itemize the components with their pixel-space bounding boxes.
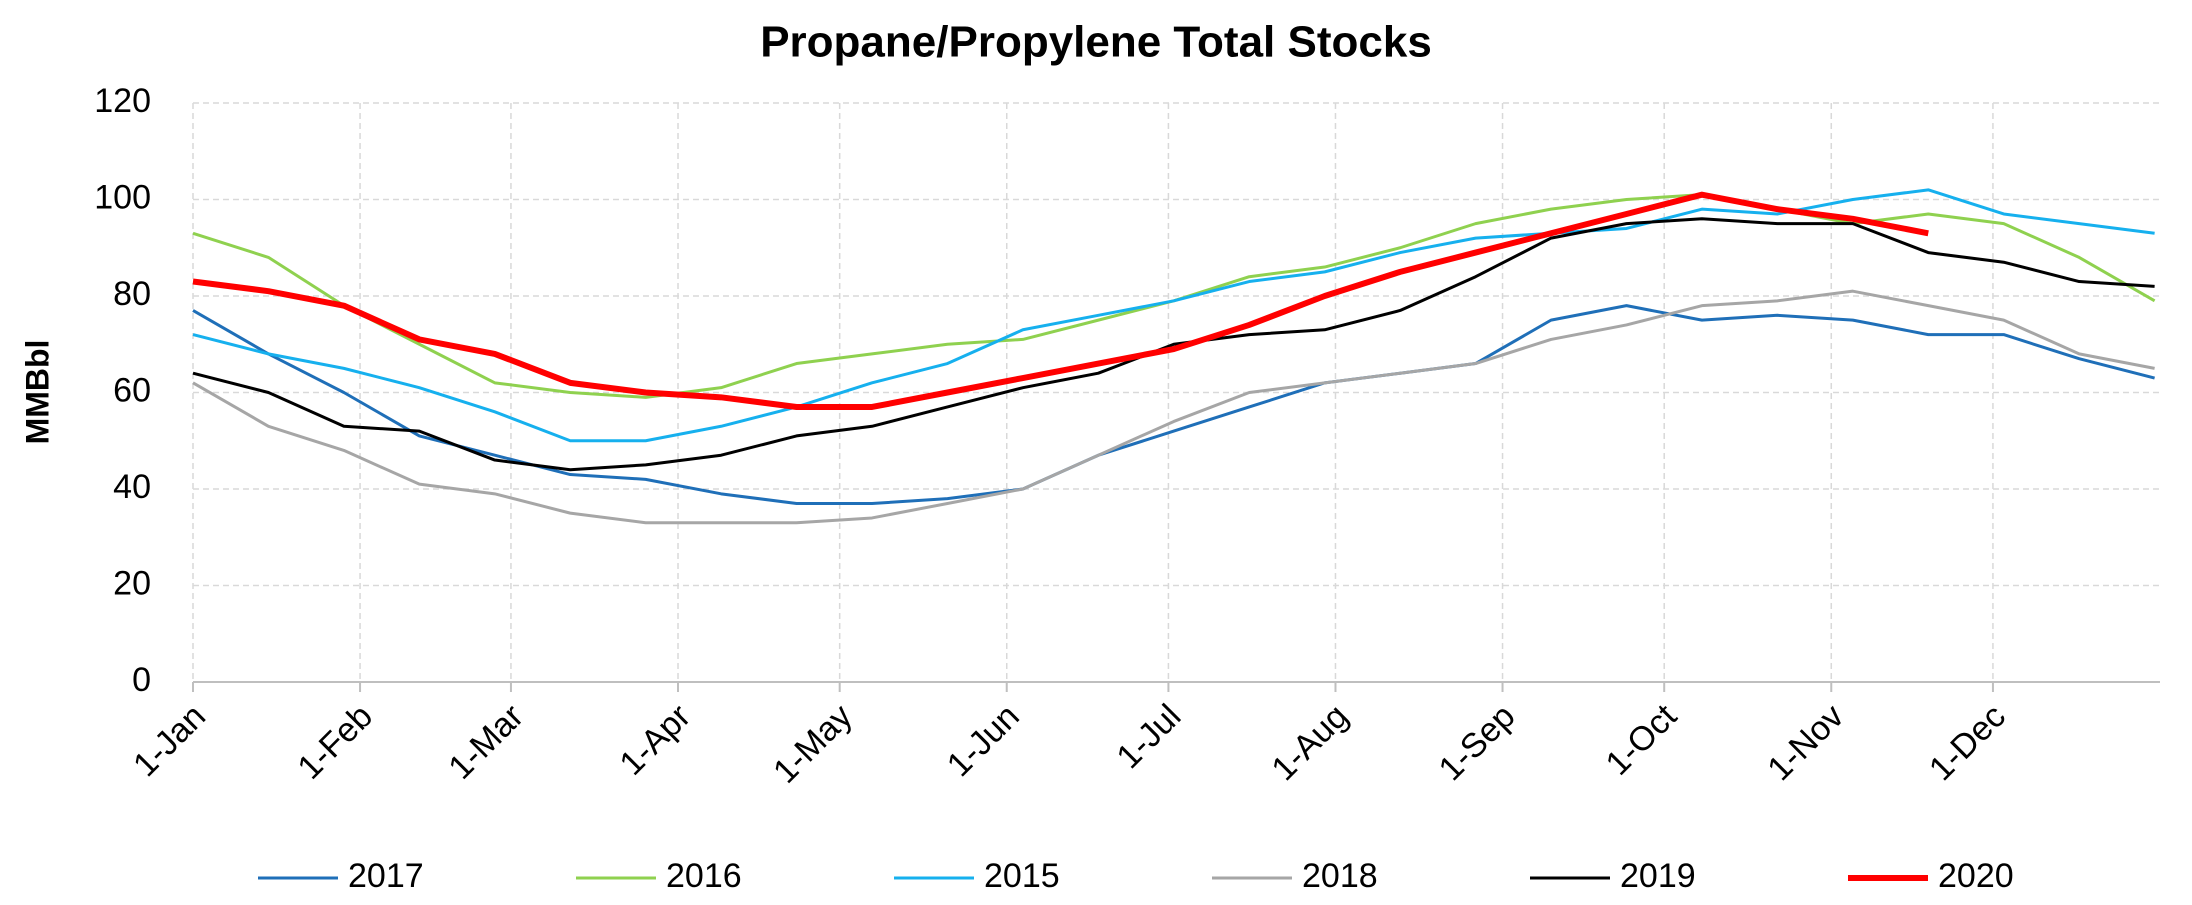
- legend-label: 2019: [1620, 857, 1696, 895]
- x-tick-label: 1-Oct: [1599, 697, 1685, 783]
- y-tick-label: 120: [94, 82, 151, 120]
- y-tick-label: 60: [113, 371, 151, 409]
- chart-title: Propane/Propylene Total Stocks: [760, 18, 1432, 67]
- x-tick-label: 1-Dec: [1922, 697, 2013, 788]
- legend-label: 2020: [1938, 857, 2014, 895]
- x-tick-label: 1-Jul: [1109, 697, 1188, 776]
- y-tick-label: 20: [113, 564, 151, 602]
- series-line: [192, 217, 2155, 472]
- y-tick-label: 100: [94, 178, 151, 216]
- x-tick-label: 1-Nov: [1760, 697, 1851, 788]
- legend-label: 2016: [666, 857, 742, 895]
- x-tick-label: 1-Apr: [612, 697, 698, 783]
- legend-label: 2017: [348, 857, 424, 895]
- series-line: [192, 191, 1929, 410]
- x-tick-label: 1-Jan: [126, 697, 213, 784]
- x-tick-label: 1-Jun: [940, 697, 1027, 784]
- series-line: [192, 289, 2155, 525]
- series-line: [192, 188, 2155, 443]
- x-tick-label: 1-Aug: [1264, 697, 1355, 788]
- y-axis-label: MMBbl: [19, 340, 55, 445]
- legend-label: 2015: [984, 857, 1060, 895]
- series-line: [192, 304, 2155, 505]
- legend-label: 2018: [1302, 857, 1378, 895]
- x-tick-label: 1-Feb: [290, 697, 380, 787]
- x-tick-label: 1-Mar: [441, 697, 531, 787]
- y-tick-label: 40: [113, 468, 151, 506]
- x-tick-label: 1-Sep: [1432, 697, 1523, 788]
- y-tick-label: 80: [113, 275, 151, 313]
- x-tick-label: 1-May: [766, 697, 860, 791]
- y-tick-label: 0: [132, 661, 151, 699]
